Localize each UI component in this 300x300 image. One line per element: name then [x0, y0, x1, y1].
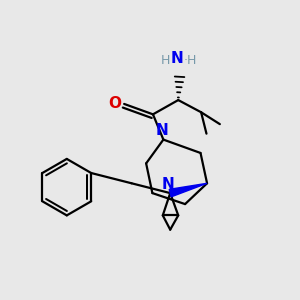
Text: N: N — [161, 177, 174, 192]
Text: ·H: ·H — [183, 54, 197, 67]
Text: N: N — [155, 123, 168, 138]
Text: O: O — [109, 96, 122, 111]
Text: H: H — [161, 54, 170, 67]
Polygon shape — [169, 183, 207, 197]
Text: N: N — [171, 51, 184, 66]
